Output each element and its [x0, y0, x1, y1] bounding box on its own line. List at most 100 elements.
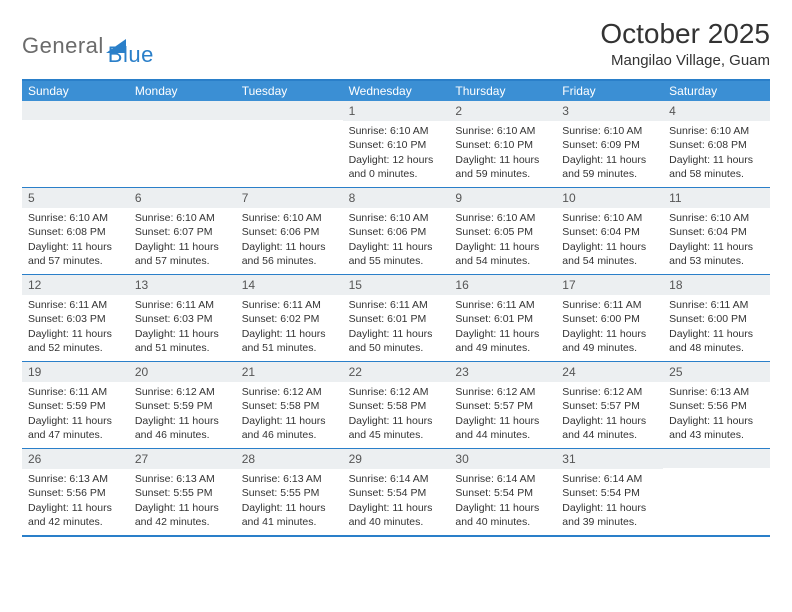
- detail-line: Daylight: 11 hours: [135, 240, 230, 254]
- detail-line: Sunrise: 6:13 AM: [135, 472, 230, 486]
- detail-line: Daylight: 11 hours: [669, 240, 764, 254]
- empty-day-number: [236, 101, 343, 120]
- day-header-row: SundayMondayTuesdayWednesdayThursdayFrid…: [22, 81, 770, 101]
- day-number: 20: [129, 362, 236, 382]
- day-number: 13: [129, 275, 236, 295]
- day-cell: [22, 101, 129, 187]
- detail-line: Daylight: 11 hours: [135, 414, 230, 428]
- day-details: Sunrise: 6:13 AMSunset: 5:56 PMDaylight:…: [663, 382, 770, 448]
- day-header-cell: Saturday: [663, 81, 770, 101]
- detail-line: Sunrise: 6:10 AM: [349, 211, 444, 225]
- day-number: 24: [556, 362, 663, 382]
- day-number: 19: [22, 362, 129, 382]
- detail-line: and 47 minutes.: [28, 428, 123, 442]
- detail-line: Sunset: 5:56 PM: [28, 486, 123, 500]
- day-details: Sunrise: 6:14 AMSunset: 5:54 PMDaylight:…: [449, 469, 556, 535]
- day-cell: 27Sunrise: 6:13 AMSunset: 5:55 PMDayligh…: [129, 449, 236, 535]
- day-cell: 9Sunrise: 6:10 AMSunset: 6:05 PMDaylight…: [449, 188, 556, 274]
- detail-line: Sunset: 5:55 PM: [135, 486, 230, 500]
- detail-line: and 48 minutes.: [669, 341, 764, 355]
- title-block: October 2025 Mangilao Village, Guam: [600, 18, 770, 69]
- day-details: Sunrise: 6:10 AMSunset: 6:04 PMDaylight:…: [663, 208, 770, 274]
- detail-line: Sunset: 6:04 PM: [669, 225, 764, 239]
- day-cell: 18Sunrise: 6:11 AMSunset: 6:00 PMDayligh…: [663, 275, 770, 361]
- day-cell: [129, 101, 236, 187]
- detail-line: Daylight: 11 hours: [562, 414, 657, 428]
- logo: General Blue: [22, 24, 154, 68]
- detail-line: Sunrise: 6:11 AM: [242, 298, 337, 312]
- day-cell: [663, 449, 770, 535]
- detail-line: Sunrise: 6:13 AM: [669, 385, 764, 399]
- detail-line: Sunset: 6:05 PM: [455, 225, 550, 239]
- detail-line: Daylight: 11 hours: [242, 414, 337, 428]
- day-details: Sunrise: 6:10 AMSunset: 6:10 PMDaylight:…: [449, 121, 556, 187]
- day-details: Sunrise: 6:11 AMSunset: 6:00 PMDaylight:…: [556, 295, 663, 361]
- detail-line: Sunset: 5:56 PM: [669, 399, 764, 413]
- day-number: 26: [22, 449, 129, 469]
- detail-line: Sunrise: 6:10 AM: [669, 124, 764, 138]
- detail-line: Daylight: 11 hours: [349, 327, 444, 341]
- detail-line: Sunset: 5:57 PM: [455, 399, 550, 413]
- detail-line: and 40 minutes.: [349, 515, 444, 529]
- detail-line: and 54 minutes.: [455, 254, 550, 268]
- week-row: 12Sunrise: 6:11 AMSunset: 6:03 PMDayligh…: [22, 275, 770, 362]
- day-number: 23: [449, 362, 556, 382]
- detail-line: and 49 minutes.: [562, 341, 657, 355]
- detail-line: Sunrise: 6:10 AM: [28, 211, 123, 225]
- day-cell: 15Sunrise: 6:11 AMSunset: 6:01 PMDayligh…: [343, 275, 450, 361]
- detail-line: and 39 minutes.: [562, 515, 657, 529]
- day-details: Sunrise: 6:10 AMSunset: 6:06 PMDaylight:…: [236, 208, 343, 274]
- calendar: SundayMondayTuesdayWednesdayThursdayFrid…: [22, 79, 770, 537]
- day-details: Sunrise: 6:10 AMSunset: 6:09 PMDaylight:…: [556, 121, 663, 187]
- day-details: Sunrise: 6:11 AMSunset: 5:59 PMDaylight:…: [22, 382, 129, 448]
- detail-line: Daylight: 11 hours: [669, 153, 764, 167]
- day-details: Sunrise: 6:13 AMSunset: 5:56 PMDaylight:…: [22, 469, 129, 535]
- day-cell: 20Sunrise: 6:12 AMSunset: 5:59 PMDayligh…: [129, 362, 236, 448]
- day-cell: 5Sunrise: 6:10 AMSunset: 6:08 PMDaylight…: [22, 188, 129, 274]
- detail-line: and 42 minutes.: [28, 515, 123, 529]
- detail-line: and 43 minutes.: [669, 428, 764, 442]
- detail-line: Sunrise: 6:14 AM: [562, 472, 657, 486]
- detail-line: Sunrise: 6:11 AM: [135, 298, 230, 312]
- detail-line: Sunrise: 6:10 AM: [135, 211, 230, 225]
- week-row: 5Sunrise: 6:10 AMSunset: 6:08 PMDaylight…: [22, 188, 770, 275]
- day-details: Sunrise: 6:10 AMSunset: 6:06 PMDaylight:…: [343, 208, 450, 274]
- detail-line: Daylight: 11 hours: [349, 240, 444, 254]
- day-details: Sunrise: 6:10 AMSunset: 6:05 PMDaylight:…: [449, 208, 556, 274]
- detail-line: Daylight: 11 hours: [562, 501, 657, 515]
- day-number: 17: [556, 275, 663, 295]
- detail-line: Sunset: 6:10 PM: [349, 138, 444, 152]
- detail-line: Sunset: 6:01 PM: [349, 312, 444, 326]
- day-number: 30: [449, 449, 556, 469]
- day-cell: 4Sunrise: 6:10 AMSunset: 6:08 PMDaylight…: [663, 101, 770, 187]
- detail-line: Sunset: 6:00 PM: [669, 312, 764, 326]
- day-cell: 16Sunrise: 6:11 AMSunset: 6:01 PMDayligh…: [449, 275, 556, 361]
- day-details: Sunrise: 6:12 AMSunset: 5:57 PMDaylight:…: [449, 382, 556, 448]
- detail-line: Daylight: 11 hours: [28, 327, 123, 341]
- detail-line: Daylight: 11 hours: [28, 240, 123, 254]
- detail-line: Sunset: 6:08 PM: [669, 138, 764, 152]
- detail-line: and 59 minutes.: [455, 167, 550, 181]
- detail-line: Sunset: 6:03 PM: [135, 312, 230, 326]
- detail-line: Sunrise: 6:11 AM: [562, 298, 657, 312]
- day-number: 1: [343, 101, 450, 121]
- day-cell: 24Sunrise: 6:12 AMSunset: 5:57 PMDayligh…: [556, 362, 663, 448]
- week-row: 26Sunrise: 6:13 AMSunset: 5:56 PMDayligh…: [22, 449, 770, 537]
- detail-line: and 58 minutes.: [669, 167, 764, 181]
- detail-line: and 50 minutes.: [349, 341, 444, 355]
- detail-line: Sunrise: 6:11 AM: [349, 298, 444, 312]
- day-details: Sunrise: 6:12 AMSunset: 5:58 PMDaylight:…: [343, 382, 450, 448]
- day-cell: 30Sunrise: 6:14 AMSunset: 5:54 PMDayligh…: [449, 449, 556, 535]
- detail-line: Sunset: 5:59 PM: [28, 399, 123, 413]
- day-cell: 7Sunrise: 6:10 AMSunset: 6:06 PMDaylight…: [236, 188, 343, 274]
- day-details: Sunrise: 6:11 AMSunset: 6:03 PMDaylight:…: [129, 295, 236, 361]
- day-number: 12: [22, 275, 129, 295]
- day-number: 25: [663, 362, 770, 382]
- detail-line: Sunset: 6:10 PM: [455, 138, 550, 152]
- detail-line: and 44 minutes.: [455, 428, 550, 442]
- detail-line: Sunrise: 6:13 AM: [242, 472, 337, 486]
- detail-line: Sunset: 6:08 PM: [28, 225, 123, 239]
- detail-line: Daylight: 11 hours: [455, 414, 550, 428]
- day-cell: 6Sunrise: 6:10 AMSunset: 6:07 PMDaylight…: [129, 188, 236, 274]
- day-number: 10: [556, 188, 663, 208]
